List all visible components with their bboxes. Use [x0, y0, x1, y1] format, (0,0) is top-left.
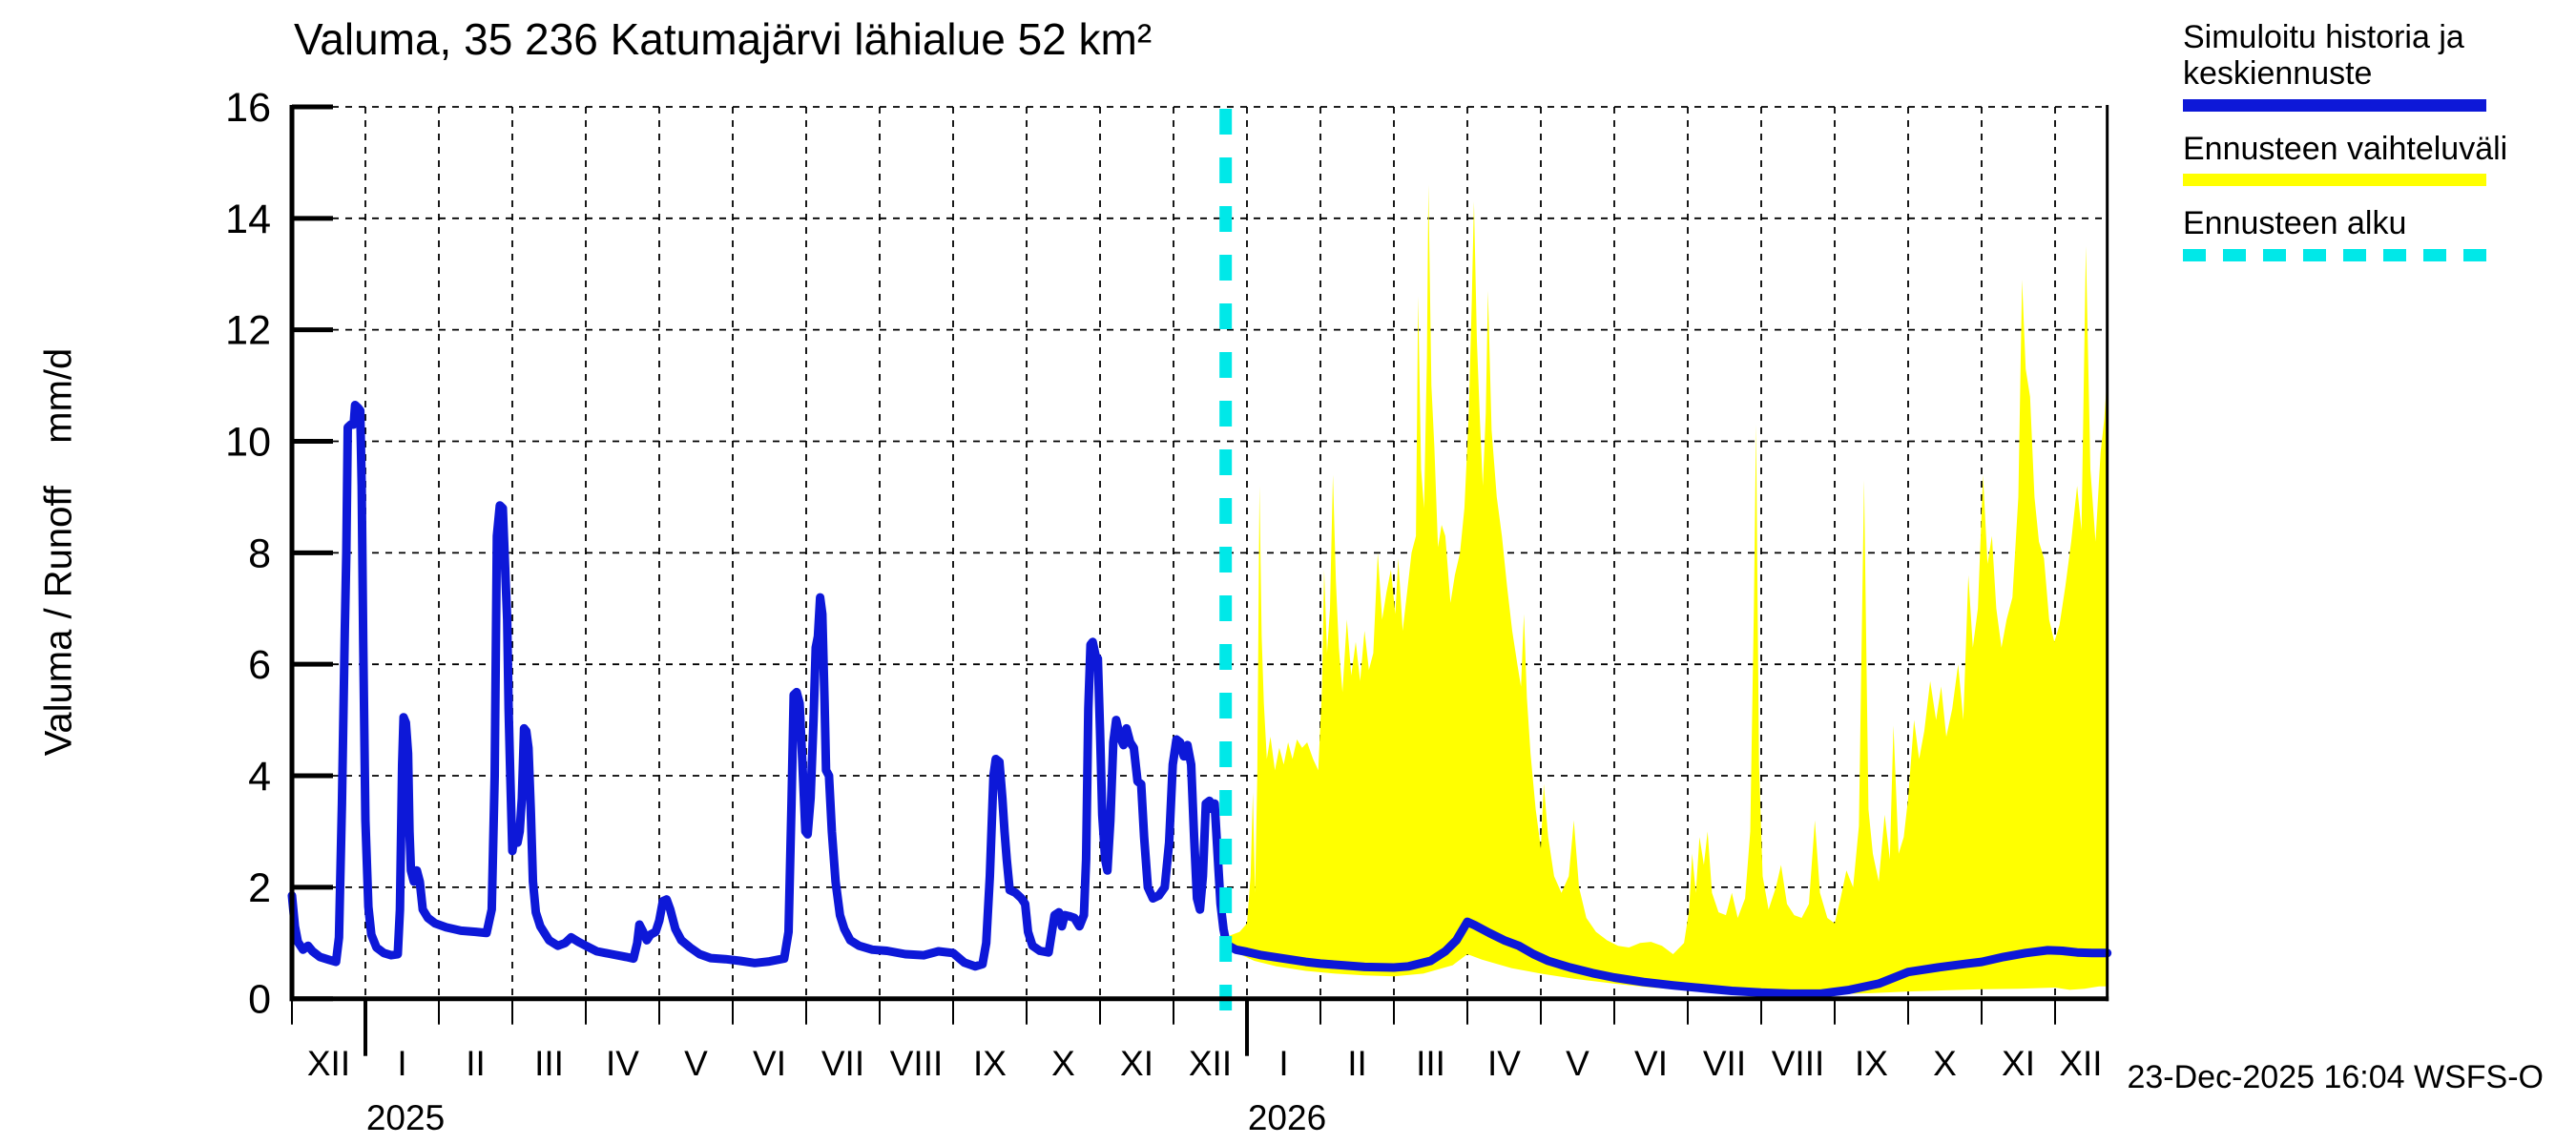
legend-entry-range: Ennusteen vaihteluväli: [2183, 130, 2568, 187]
legend-entry-history: Simuloitu historia ja keskiennuste: [2183, 19, 2568, 112]
x-tick-label: IV: [1487, 1044, 1521, 1083]
x-tick-label: I: [1278, 1044, 1288, 1083]
legend-label-history: Simuloitu historia ja keskiennuste: [2183, 19, 2464, 93]
year-label: 2025: [366, 1098, 445, 1137]
axes: [289, 104, 2109, 1056]
y-tick-label: 2: [248, 865, 271, 911]
y-tick-label: 12: [225, 308, 271, 354]
timestamp: 23-Dec-2025 16:04 WSFS-O: [2127, 1059, 2544, 1095]
y-axis-label: Valuma / Runoff mm/d: [37, 347, 80, 757]
y-tick-label: 14: [225, 197, 271, 242]
legend-label-range: Ennusteen vaihteluväli: [2183, 130, 2508, 167]
x-tick-label: XI: [1120, 1044, 1153, 1083]
x-tick-label: VI: [1634, 1044, 1668, 1083]
legend-label-forecast-start: Ennusteen alku: [2183, 205, 2407, 242]
x-tick-label: IX: [1855, 1044, 1888, 1083]
legend: Simuloitu historia ja keskiennuste Ennus…: [2183, 19, 2568, 281]
x-tick-label: II: [466, 1044, 486, 1083]
chart-title: Valuma, 35 236 Katumajärvi lähialue 52 k…: [294, 14, 1153, 64]
y-tick-label: 4: [248, 754, 271, 800]
forecast-range-swatch-icon: [2183, 174, 2486, 187]
legend-entry-forecast-start: Ennusteen alku: [2183, 205, 2568, 261]
year-label: 2026: [1248, 1098, 1326, 1137]
x-tick-label: I: [397, 1044, 406, 1083]
x-tick-label: VII: [821, 1044, 864, 1083]
x-tick-label: VIII: [1772, 1044, 1825, 1083]
y-tick-label: 8: [248, 531, 271, 576]
x-tick-label: XII: [1189, 1044, 1232, 1083]
x-tick-label: VIII: [890, 1044, 944, 1083]
x-tick-label: II: [1347, 1044, 1367, 1083]
x-tick-label: X: [1051, 1044, 1075, 1083]
y-tick-label: 6: [248, 642, 271, 688]
x-tick-label: XII: [2059, 1044, 2102, 1083]
x-tick-label: III: [534, 1044, 564, 1083]
history-and-median-line: [287, 401, 2112, 998]
gridlines: [292, 106, 2108, 999]
x-tick-label: X: [1933, 1044, 1957, 1083]
x-tick-label: III: [1416, 1044, 1445, 1083]
y-tick-label: 0: [248, 977, 271, 1023]
x-tick-label: V: [684, 1044, 708, 1083]
y-tick-label: 16: [225, 85, 271, 131]
x-tick-label: V: [1566, 1044, 1589, 1083]
x-tick-label: VI: [753, 1044, 786, 1083]
forecast-start-swatch-icon: [2183, 248, 2486, 261]
y-tick-label: 10: [225, 420, 271, 466]
x-tick-label: IV: [606, 1044, 639, 1083]
x-tick-label: VII: [1703, 1044, 1746, 1083]
history-line-swatch-icon: [2183, 98, 2486, 112]
x-tick-label: IX: [973, 1044, 1007, 1083]
x-tick-label: XII: [307, 1044, 350, 1083]
x-tick-label: XI: [2002, 1044, 2035, 1083]
forecast-range-band: [1225, 184, 2108, 995]
